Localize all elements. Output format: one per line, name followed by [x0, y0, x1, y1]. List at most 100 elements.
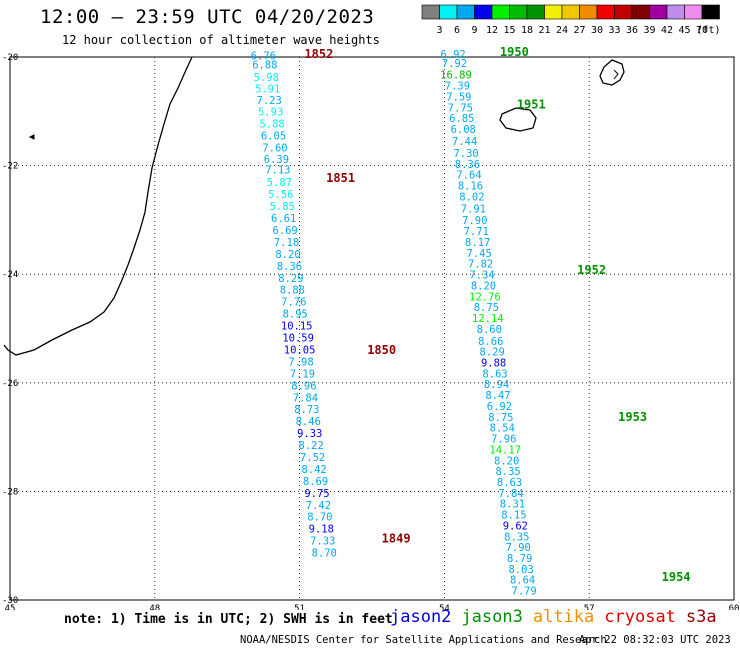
wave-height-value: 7.91: [461, 203, 486, 215]
wave-height-value: 5.85: [270, 201, 295, 213]
wave-height-value: 8.35: [495, 466, 520, 478]
wave-height-value: 8.54: [490, 423, 515, 435]
mauritius-island: [599, 59, 625, 86]
wave-height-value: 8.47: [485, 390, 510, 402]
wave-height-value: 8.75: [474, 302, 499, 314]
wave-height-value: 8.20: [494, 455, 519, 467]
pass-time-label: 1850: [367, 343, 396, 357]
wave-height-value: 8.17: [465, 237, 490, 249]
wave-height-value: 6.61: [271, 213, 296, 225]
scale-tick-label: 24: [556, 25, 568, 36]
wave-height-value: 7.45: [467, 248, 492, 260]
scale-swatch: [701, 4, 720, 20]
scale-tick-label: 9: [471, 25, 477, 36]
coastlines: [3, 56, 625, 356]
plot-frame: [9, 56, 735, 601]
wave-height-value: 6.76: [251, 51, 276, 63]
y-tick-label: -28: [2, 487, 18, 497]
wave-height-value: 7.18: [274, 237, 299, 249]
mauritius-inner-coast: [613, 69, 619, 80]
satellite-legend-item: altika: [532, 607, 595, 627]
wave-height-value: 10.15: [281, 321, 313, 333]
grid-lines: [10, 57, 734, 600]
pass-time-label: 1852: [304, 47, 333, 61]
wave-height-value: 6.92: [440, 49, 465, 61]
wave-height-value: 8.95: [283, 309, 308, 321]
pass-time-label: 1952: [577, 263, 606, 277]
wave-height-value: 6.39: [264, 154, 289, 166]
scale-tick-label: 12: [486, 25, 498, 36]
satellite-legend: jason2 jason3 altika cryosat s3a: [390, 607, 727, 627]
wave-height-value: 8.36: [455, 159, 480, 171]
footer-note: note: 1) Time is in UTC; 2) SWH is in fe…: [64, 612, 393, 627]
wave-height-value: 8.35: [504, 531, 529, 543]
wave-height-value: 10.59: [282, 333, 314, 345]
wave-height-value: 8.63: [497, 477, 522, 489]
wave-height-value: 8.70: [307, 512, 332, 524]
wave-height-value: 7.90: [462, 215, 487, 227]
wave-height-value: 7.34: [469, 270, 494, 282]
scale-tick-label: 45: [678, 25, 690, 36]
wave-height-value: 7.60: [262, 142, 287, 154]
wave-height-value: 8.73: [294, 404, 319, 416]
wave-height-value: 10.05: [284, 344, 316, 356]
wave-height-value: 7.71: [464, 226, 489, 238]
axis-tick-labels: 45 48 51 54 57 60 -20 -22 -24 -26 -28 -30: [2, 53, 739, 610]
wave-height-value: 8.69: [303, 476, 328, 488]
y-tick-label: -20: [2, 53, 18, 63]
y-tick-label: -26: [2, 379, 18, 389]
credit-text: NOAA/NESDIS Center for Satellite Applica…: [240, 634, 607, 646]
pass-time-label: 1950: [500, 45, 529, 59]
wave-height-value: 6.88: [252, 59, 277, 71]
wave-height-value: 8.88: [280, 285, 305, 297]
wave-height-value: 9.62: [503, 520, 528, 532]
wave-height-value: 8.22: [299, 440, 324, 452]
satellite-legend-item: s3a: [685, 607, 717, 627]
wave-height-value: 7.39: [445, 81, 470, 93]
wave-height-value: 8.96: [291, 380, 316, 392]
wave-height-value: 8.29: [278, 273, 303, 285]
pass-time-label: 1951: [517, 98, 546, 112]
satellite-legend-item: cryosat: [604, 607, 676, 627]
wave-height-value: 5.91: [255, 83, 280, 95]
page-subtitle: 12 hour collection of altimeter wave hei…: [62, 33, 380, 47]
wave-height-value: 8.60: [477, 324, 502, 336]
wave-height-value: 8.66: [478, 336, 503, 348]
pass-time-label: 1849: [382, 531, 411, 545]
y-tick-label: -24: [2, 270, 18, 280]
wave-height-value: 8.63: [482, 368, 507, 380]
scale-unit-label: (ft): [696, 25, 720, 36]
x-tick-label: 48: [149, 604, 160, 610]
satellite-legend-item: jason3: [461, 607, 523, 627]
wave-height-value: 8.29: [480, 347, 505, 359]
x-tick-label: 45: [5, 604, 16, 610]
scale-tick-label: 42: [661, 25, 673, 36]
wave-height-value: 7.82: [468, 259, 493, 271]
wave-height-value: 8.64: [510, 575, 535, 587]
wave-height-value: 8.36: [277, 261, 302, 273]
scale-tick-label: 33: [608, 25, 620, 36]
wave-height-value: 6.92: [487, 401, 512, 413]
scale-tick-label: 3: [436, 25, 442, 36]
wave-height-value: 5.88: [259, 119, 284, 131]
wave-height-value: 8.02: [459, 191, 484, 203]
wave-height-value: 7.30: [453, 148, 478, 160]
x-tick-label: 54: [439, 604, 450, 610]
scale-tick-label: 36: [626, 25, 638, 36]
wave-height-value: 8.31: [500, 499, 525, 511]
wave-height-value: 7.98: [288, 356, 313, 368]
wave-height-value: 6.85: [449, 113, 474, 125]
scale-tick-label: 15: [503, 25, 515, 36]
scale-tick-label: 70: [696, 25, 708, 36]
wave-height-value: 8.42: [301, 464, 326, 476]
wave-height-value: 7.75: [448, 102, 473, 114]
madagascar-coastline: [3, 56, 193, 356]
wave-height-value: 8.03: [508, 564, 533, 576]
wave-height-value: 16.89: [440, 70, 472, 82]
y-tick-label: -22: [2, 162, 18, 172]
reunion-island: [499, 107, 537, 132]
wave-height-value: 7.90: [506, 542, 531, 554]
scale-tick-label: 21: [538, 25, 550, 36]
wave-height-value: 7.44: [452, 136, 477, 148]
scale-tick-label: 6: [454, 25, 460, 36]
